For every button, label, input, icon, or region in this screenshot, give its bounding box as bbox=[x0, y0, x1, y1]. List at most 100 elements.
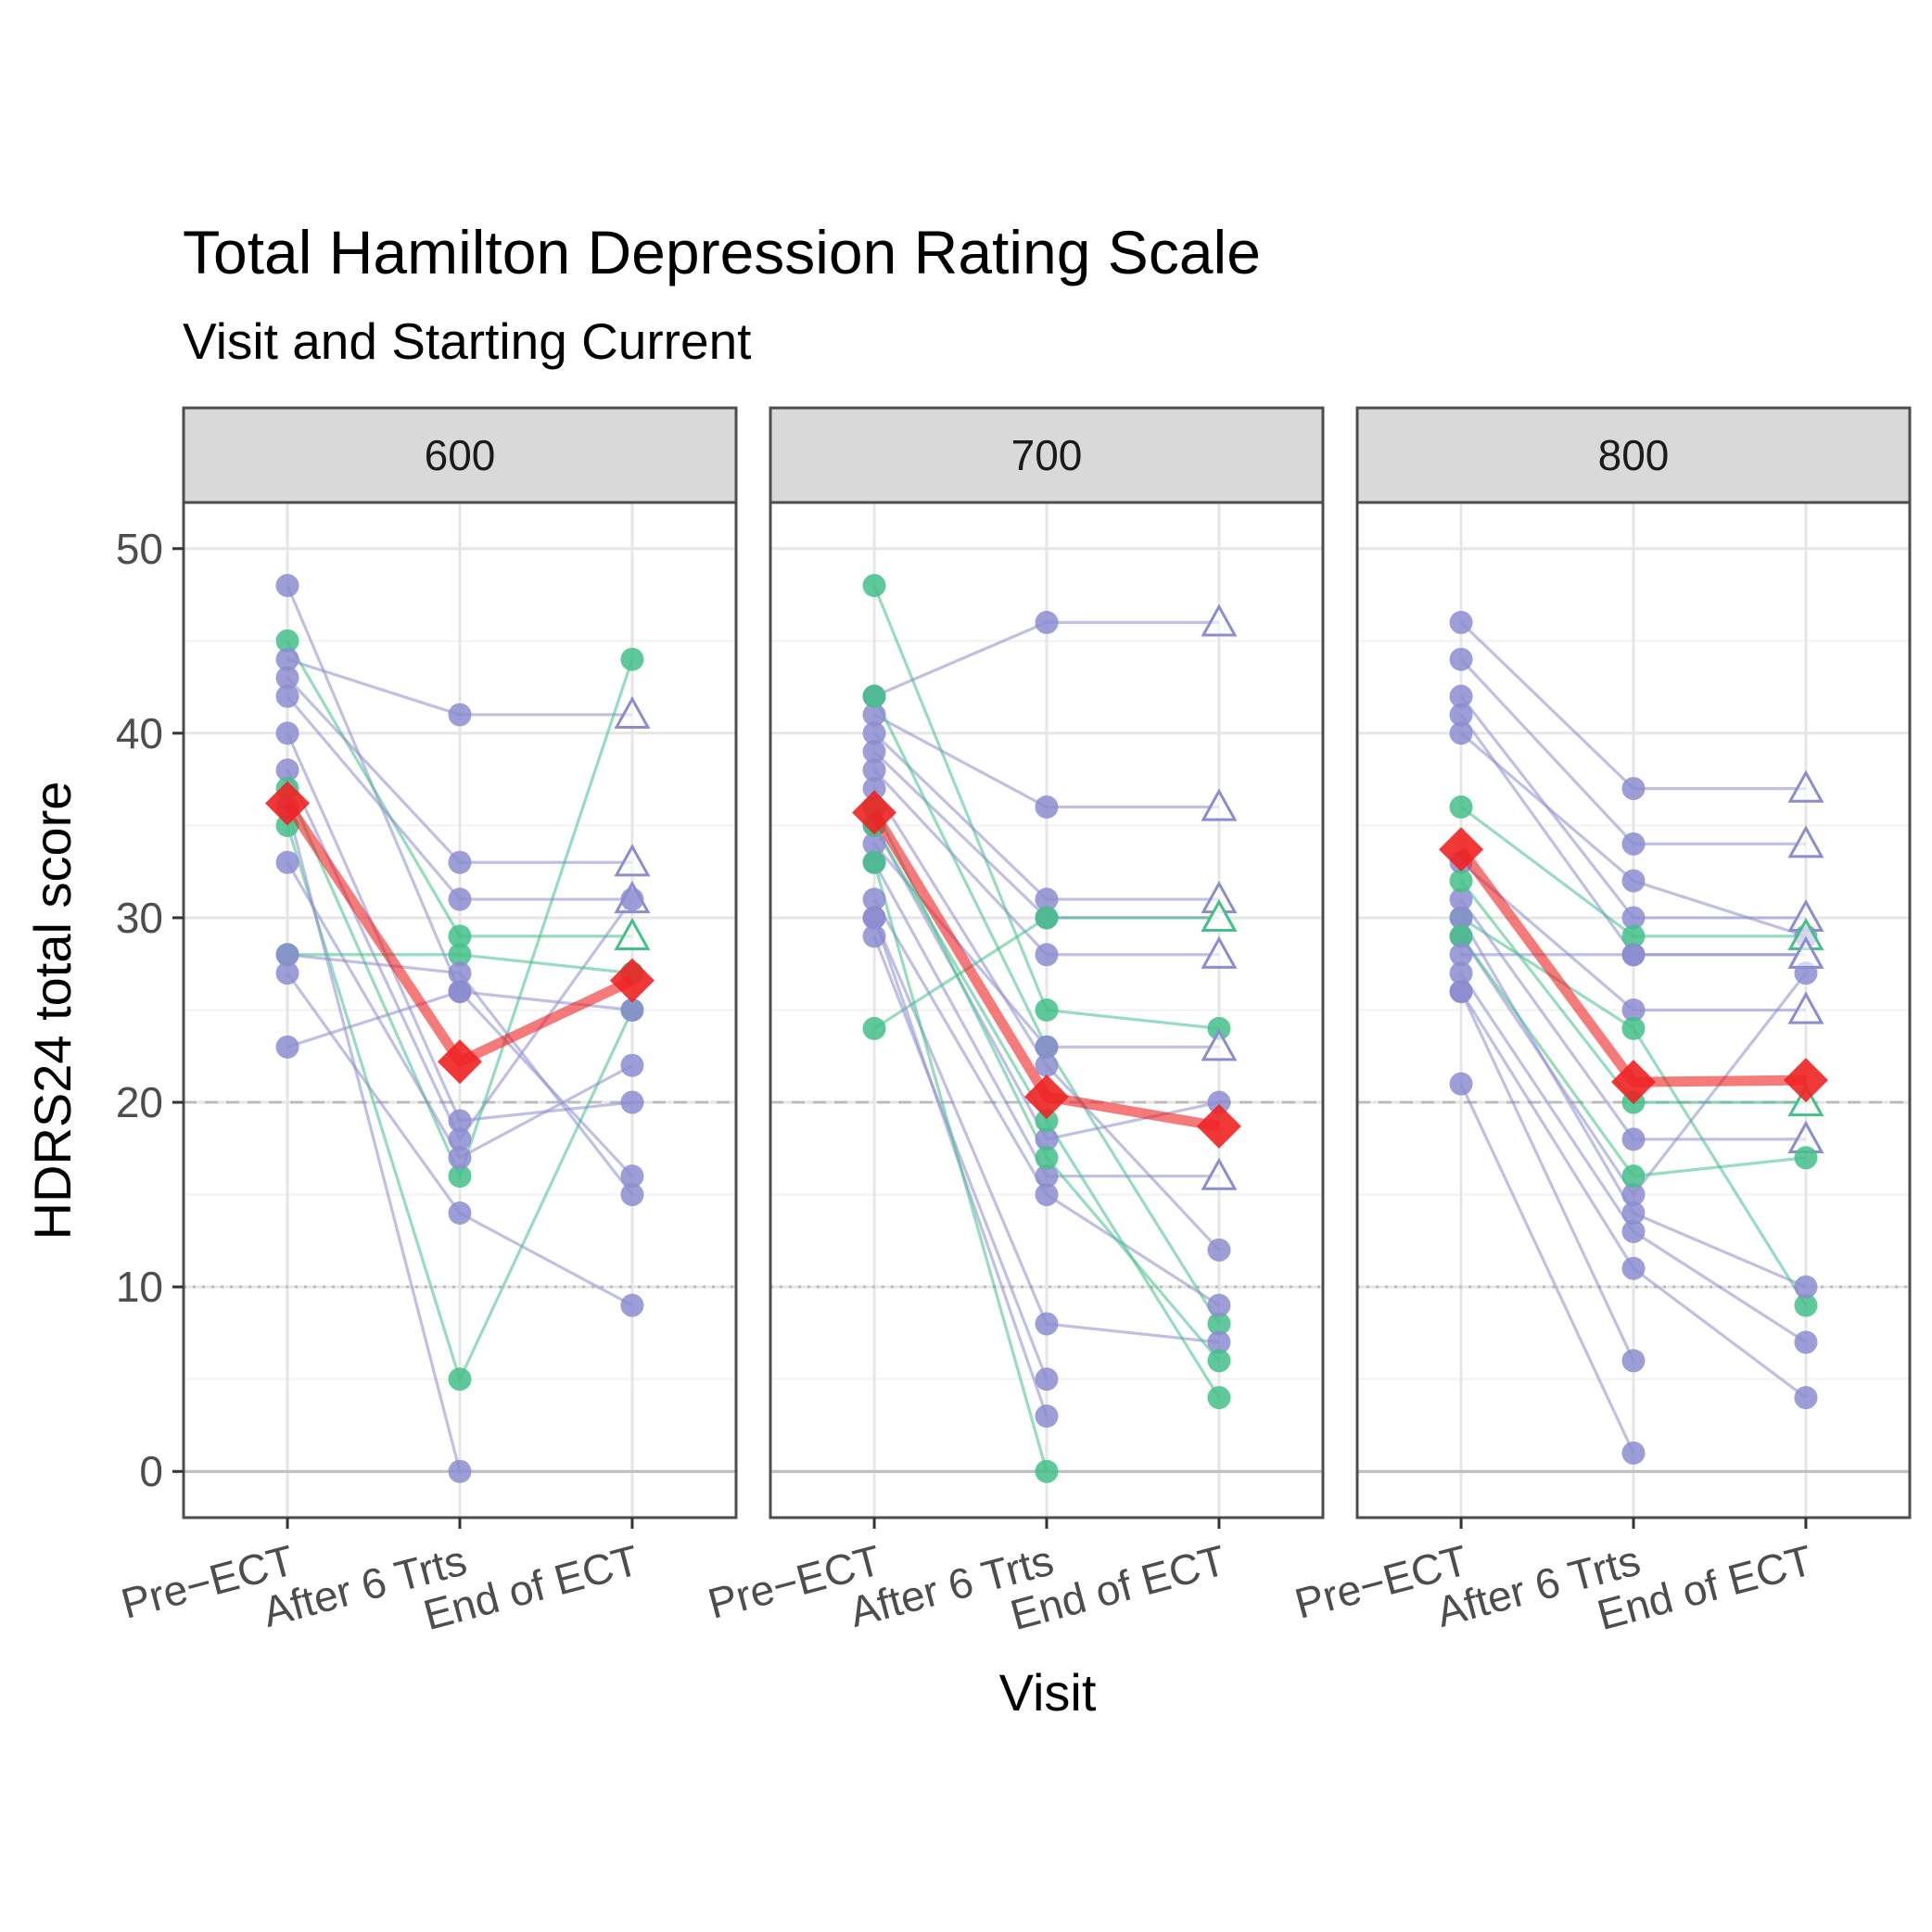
subject-point bbox=[1449, 1072, 1473, 1096]
subject-point bbox=[862, 684, 886, 708]
carried-forward-triangle bbox=[1201, 1028, 1238, 1061]
subject-point bbox=[1621, 777, 1646, 801]
subject-point bbox=[448, 980, 472, 1004]
subject-point bbox=[1449, 961, 1473, 985]
y-axis: 0 10 20 30 40 50 bbox=[116, 525, 184, 1495]
subject-point bbox=[448, 924, 472, 948]
subject-point bbox=[1035, 1127, 1059, 1151]
facet-label: 600 bbox=[425, 431, 496, 479]
subject-point bbox=[1449, 647, 1473, 671]
subject-point bbox=[448, 1164, 472, 1188]
subject-point bbox=[1035, 887, 1059, 911]
subject-point bbox=[1621, 1127, 1646, 1151]
subject-point bbox=[1449, 610, 1473, 634]
mean-diamond bbox=[1611, 1060, 1656, 1105]
subject-point bbox=[1449, 703, 1473, 727]
subject-point bbox=[862, 850, 886, 874]
subject-point bbox=[1449, 869, 1473, 893]
chart-subtitle: Visit and Starting Current bbox=[183, 312, 751, 370]
subject-point bbox=[448, 850, 472, 874]
subject-point bbox=[862, 887, 886, 911]
subject-point bbox=[275, 647, 299, 671]
mean-diamond bbox=[1439, 827, 1484, 872]
subject-point bbox=[275, 684, 299, 708]
subject-point bbox=[448, 887, 472, 911]
subject-point bbox=[1035, 1405, 1059, 1428]
subject-point bbox=[1035, 1109, 1059, 1133]
y-tick-label: 40 bbox=[116, 709, 163, 757]
subject-point bbox=[1621, 924, 1646, 948]
subject-point bbox=[1035, 610, 1059, 634]
subject-point bbox=[620, 647, 644, 671]
carried-forward-triangle bbox=[1201, 898, 1238, 933]
subject-point bbox=[1449, 943, 1473, 967]
subject-point bbox=[1035, 1312, 1059, 1336]
subject-point bbox=[862, 740, 886, 764]
facet-strip bbox=[769, 406, 1325, 504]
subject-point bbox=[1449, 924, 1473, 948]
subject-point bbox=[1794, 1386, 1818, 1410]
carried-forward-triangle bbox=[1201, 935, 1238, 969]
facet-strip bbox=[1355, 406, 1912, 504]
y-tick-label: 30 bbox=[116, 894, 163, 942]
subject-point bbox=[1621, 943, 1646, 967]
chart-title: Total Hamilton Depression Rating Scale bbox=[183, 218, 1261, 286]
subject-point bbox=[448, 1201, 472, 1225]
subject-point bbox=[1449, 906, 1473, 930]
subject-point bbox=[1621, 998, 1646, 1022]
subject-point bbox=[1621, 1183, 1646, 1207]
mean-diamond bbox=[1783, 1058, 1828, 1103]
subject-point bbox=[1035, 1459, 1059, 1483]
subject-point bbox=[1449, 684, 1473, 708]
subject-point bbox=[1035, 943, 1059, 967]
subject-point bbox=[1621, 832, 1646, 856]
subject-point bbox=[1621, 1016, 1646, 1040]
subject-point bbox=[275, 850, 299, 874]
subject-point bbox=[1207, 1330, 1231, 1354]
mean-diamond bbox=[1196, 1103, 1241, 1149]
subject-point bbox=[1207, 1238, 1231, 1262]
subject-point bbox=[862, 906, 886, 930]
subject-point bbox=[1207, 1349, 1231, 1373]
subject-point bbox=[448, 961, 472, 985]
subject-point bbox=[1035, 795, 1059, 819]
subject-point bbox=[1621, 1441, 1646, 1465]
mean-diamond bbox=[609, 958, 655, 1003]
subject-point bbox=[1621, 1349, 1646, 1373]
subject-line bbox=[1459, 990, 1635, 1362]
subject-point bbox=[620, 887, 644, 911]
subject-point bbox=[1035, 1035, 1059, 1059]
subject-point bbox=[1035, 1183, 1059, 1207]
subject-point bbox=[1794, 1275, 1818, 1299]
subject-line bbox=[872, 935, 1049, 1380]
subject-point bbox=[1449, 980, 1473, 1004]
subject-point bbox=[620, 1164, 644, 1188]
subject-point bbox=[620, 1293, 644, 1317]
facet-label: 700 bbox=[1011, 431, 1083, 479]
subject-point bbox=[275, 574, 299, 598]
subject-point bbox=[1035, 1367, 1059, 1392]
y-tick-label: 20 bbox=[116, 1078, 163, 1126]
subject-point bbox=[448, 703, 472, 727]
subject-point bbox=[1035, 1053, 1059, 1077]
carried-forward-triangle bbox=[1787, 825, 1824, 858]
carried-forward-triangle bbox=[1201, 1157, 1238, 1190]
mean-diamond bbox=[265, 781, 311, 826]
subject-point bbox=[448, 1127, 472, 1151]
subject-point bbox=[448, 1109, 472, 1133]
subject-point bbox=[1449, 721, 1473, 745]
subject-point bbox=[1621, 1256, 1646, 1280]
subject-point bbox=[275, 629, 299, 653]
y-axis-title: HDRS24 total score bbox=[23, 782, 82, 1240]
subject-point bbox=[1207, 1386, 1231, 1410]
subject-point bbox=[1621, 906, 1646, 930]
subject-point bbox=[1035, 998, 1059, 1022]
subject-point bbox=[620, 998, 644, 1022]
mean-diamond bbox=[852, 790, 897, 835]
carried-forward-triangle bbox=[1787, 991, 1824, 1024]
subject-point bbox=[1207, 1312, 1231, 1336]
subject-point bbox=[620, 1183, 644, 1207]
